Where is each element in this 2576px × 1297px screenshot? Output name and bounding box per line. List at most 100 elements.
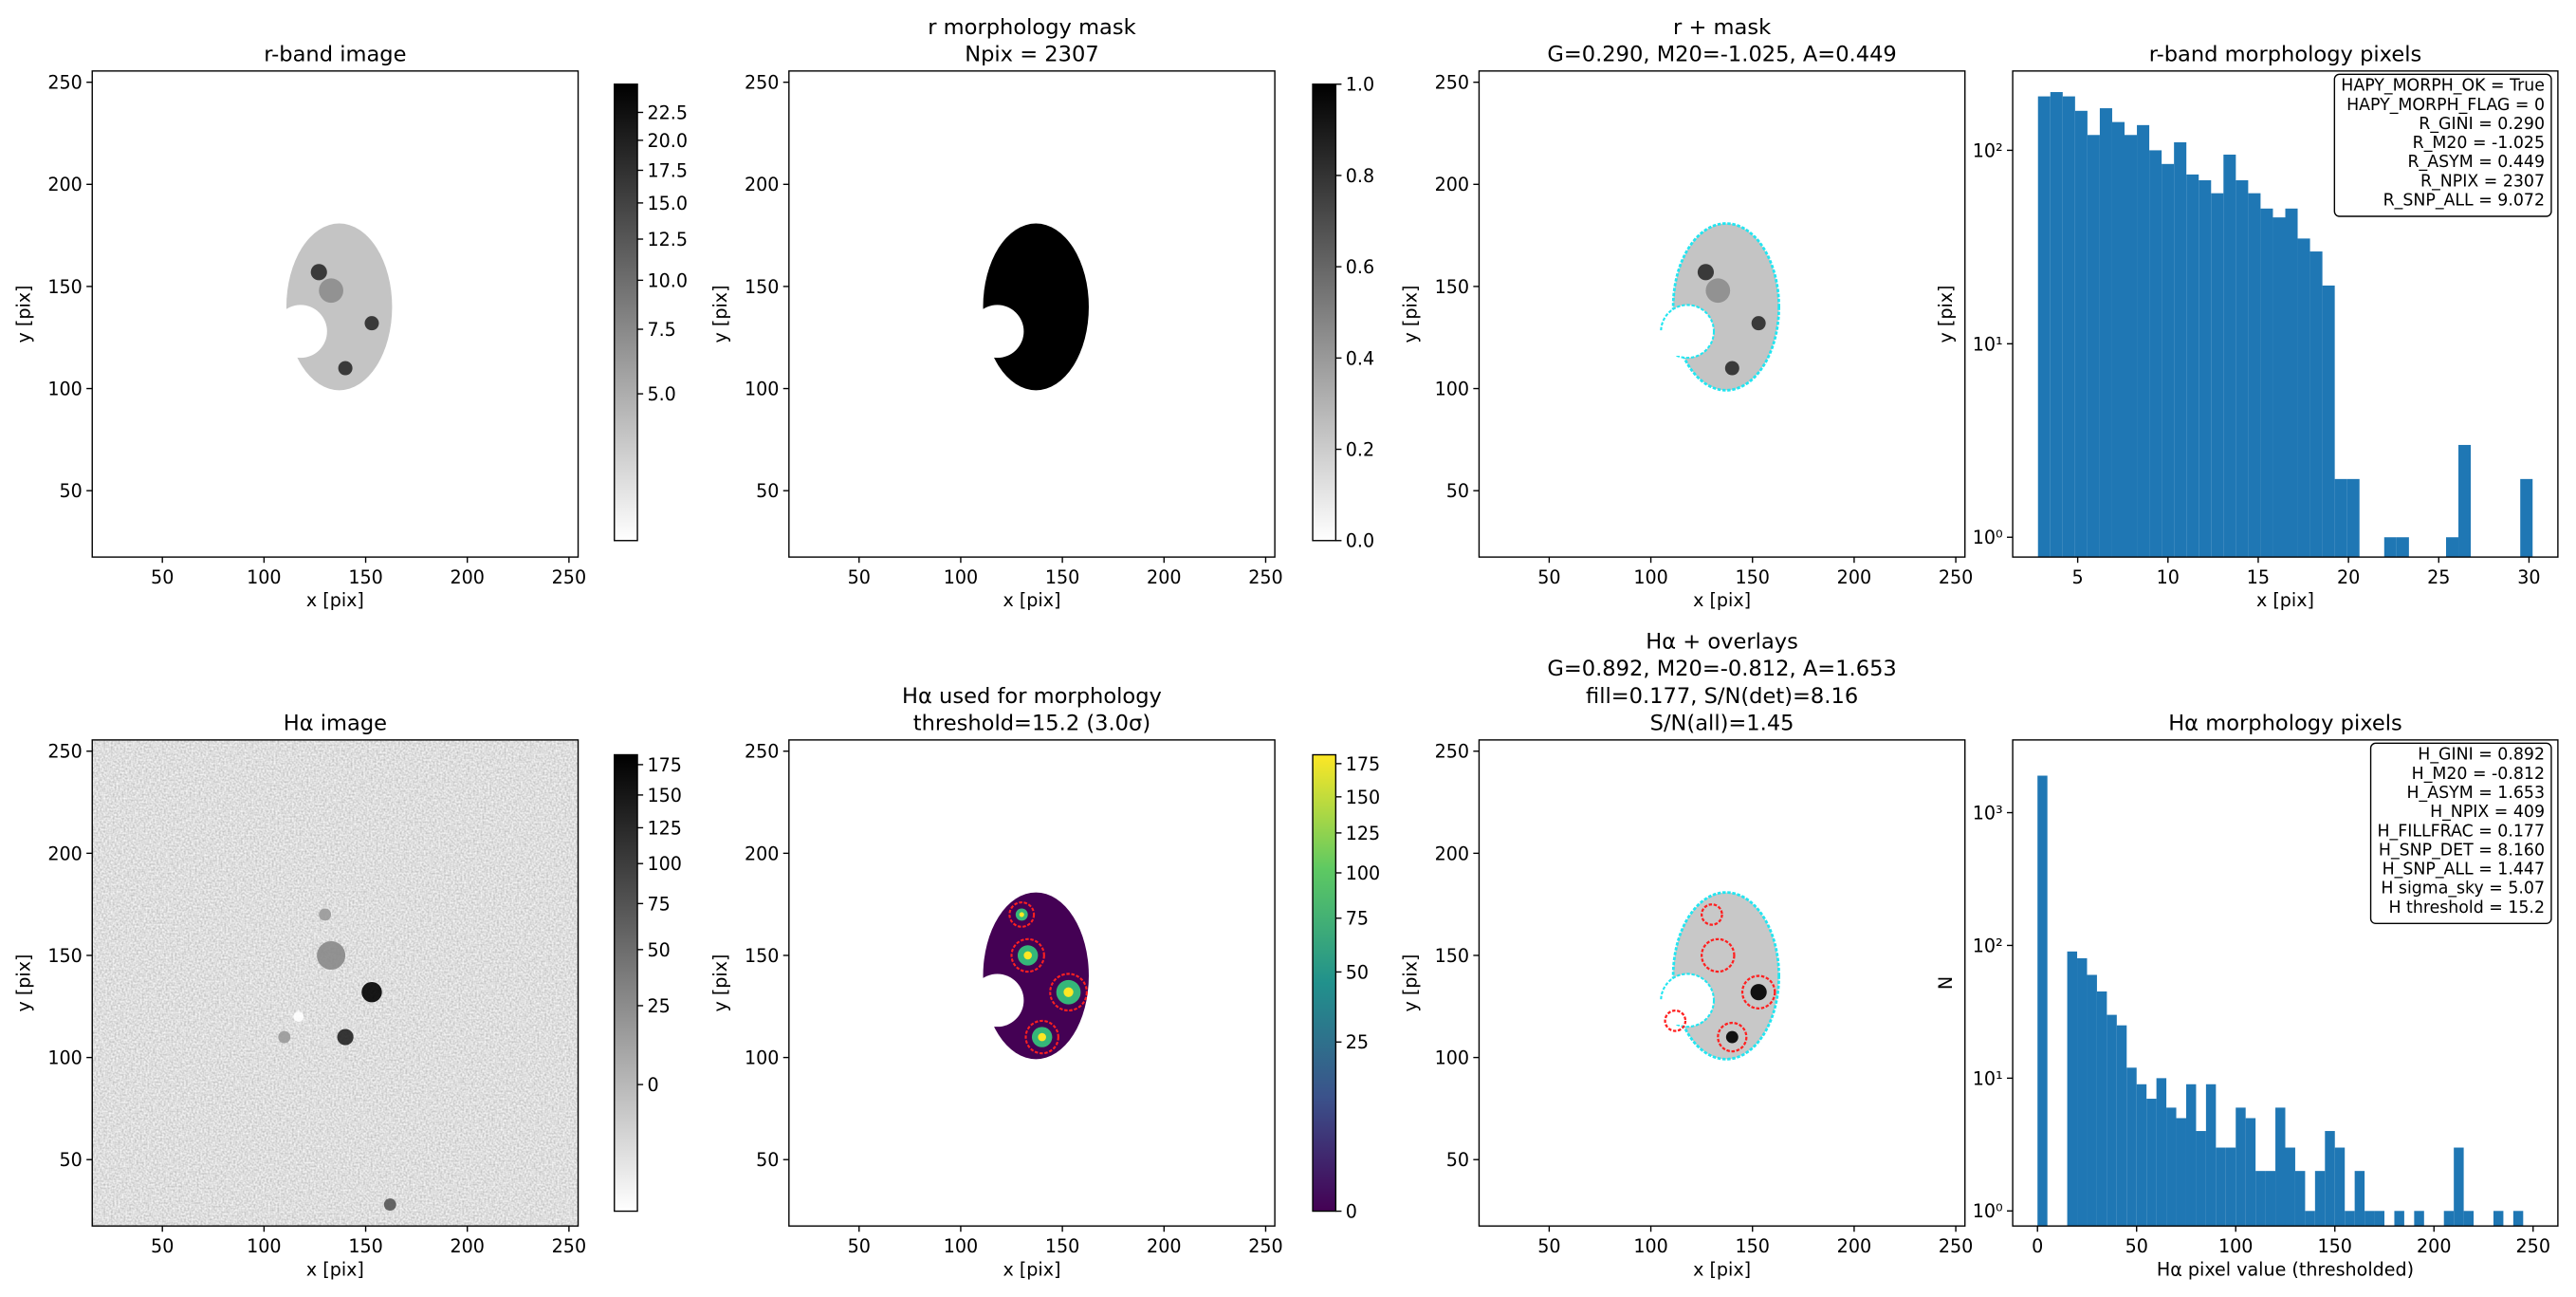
colorbar-tick-label: 125	[647, 817, 681, 839]
plot-area	[968, 892, 1089, 1060]
bar	[2285, 208, 2298, 558]
image-feature	[1725, 1030, 1739, 1044]
image-feature	[319, 278, 343, 304]
y-tick-label: 100	[745, 378, 779, 399]
y-tick-label: 150	[1435, 276, 1469, 298]
bar	[2116, 1025, 2127, 1227]
annotation-text: H_FILLFRAC = 0.177	[2378, 822, 2546, 841]
colorbar-tick-label: 17.5	[647, 159, 688, 181]
image-feature	[278, 1030, 291, 1044]
image-feature	[319, 908, 332, 921]
bar	[2325, 1131, 2335, 1227]
x-axis-label: x [pix]	[1693, 589, 1751, 611]
y-tick-label: 250	[1435, 741, 1469, 763]
bar	[2186, 174, 2199, 558]
colorbar-tick-label: 20.0	[647, 130, 688, 152]
bar	[2309, 251, 2323, 558]
colorbar-tick-label: 0.4	[1346, 347, 1374, 369]
colorbar-tick-label: 75	[647, 893, 670, 915]
annotation-text: H threshold = 15.2	[2388, 899, 2545, 917]
annotation-text: HAPY_MORPH_FLAG = 0	[2346, 96, 2545, 115]
y-tick-label: 250	[1435, 72, 1469, 94]
x-tick-label: 150	[1045, 1235, 1079, 1257]
bar	[2174, 141, 2187, 558]
image-feature	[1063, 987, 1074, 997]
bar	[2111, 121, 2125, 558]
panel: Hα image 0 25 50 75 100 125 150 175 50 100 150 200 25…	[12, 711, 682, 1280]
image-feature	[1740, 974, 1776, 1010]
x-tick-label: 100	[247, 1235, 281, 1257]
x-tick-label: 50	[151, 566, 174, 588]
y-axis-label: y [pix]	[12, 954, 34, 1012]
image-feature	[1750, 984, 1767, 1001]
y-tick-label: 250	[745, 72, 779, 94]
x-tick-label: 30	[2517, 566, 2540, 588]
bar	[2205, 1084, 2217, 1227]
bar	[2297, 238, 2310, 558]
image-feature	[1701, 937, 1736, 973]
x-tick-label: 25	[2427, 566, 2450, 588]
x-tick-label: 5	[2072, 566, 2084, 588]
image-feature	[1038, 1032, 1046, 1042]
bar	[2037, 96, 2051, 558]
y-tick-label: 100	[47, 378, 82, 399]
colorbar-tick-label: 75	[1346, 908, 1369, 930]
annotation-text: R_M20 = -1.025	[2413, 134, 2545, 153]
y-tick-label: 10³	[1973, 802, 2003, 824]
y-tick-label: 150	[47, 276, 82, 298]
x-tick-label: 200	[1147, 566, 1181, 588]
plot-area	[92, 739, 579, 1227]
image-feature	[1751, 316, 1766, 331]
y-tick-label: 10¹	[1973, 1067, 2003, 1089]
bar	[2087, 135, 2100, 558]
image-feature	[361, 981, 382, 1003]
x-tick-label: 50	[848, 1235, 871, 1257]
x-tick-label: 200	[1837, 1235, 1871, 1257]
bar	[2050, 92, 2063, 558]
bar	[2260, 208, 2273, 558]
bar	[2334, 478, 2347, 558]
y-axis-label: y [pix]	[1935, 285, 1957, 343]
bar	[2463, 1211, 2475, 1227]
image-feature	[1705, 278, 1731, 304]
bar	[2067, 951, 2078, 1227]
bar	[2314, 1171, 2326, 1227]
x-axis-label: x [pix]	[1003, 589, 1060, 611]
plot-area	[2037, 92, 2533, 558]
x-tick-label: 200	[450, 566, 484, 588]
chart-title: threshold=15.2 (3.0σ)	[913, 711, 1150, 735]
plot-area	[271, 223, 393, 391]
x-tick-label: 250	[2516, 1235, 2550, 1257]
bar	[2146, 1099, 2157, 1227]
axes-frame	[2012, 70, 2559, 558]
bar	[2126, 1067, 2137, 1227]
axes-frame	[91, 70, 580, 558]
y-tick-label: 200	[47, 843, 82, 864]
bar	[2374, 1211, 2385, 1227]
x-tick-label: 200	[2417, 1235, 2451, 1257]
image-feature	[1659, 331, 1688, 356]
image-feature	[317, 940, 346, 970]
colorbar	[1312, 83, 1337, 542]
x-tick-label: 50	[2125, 1235, 2148, 1257]
chart-title: fill=0.177, S/N(det)=8.16	[1586, 684, 1858, 709]
colorbar-tick-label: 25	[647, 995, 670, 1017]
x-tick-label: 250	[552, 566, 586, 588]
bar	[2414, 1211, 2424, 1227]
colorbar-tick-label: 125	[1346, 823, 1380, 844]
y-tick-label: 50	[1446, 1149, 1469, 1171]
x-tick-label: 15	[2247, 566, 2270, 588]
image-feature	[310, 264, 327, 281]
annotation-text: R_GINI = 0.290	[2419, 115, 2545, 134]
colorbar-tick-label: 0.6	[1346, 256, 1374, 278]
y-axis-label: y [pix]	[709, 954, 731, 1012]
y-tick-label: 250	[745, 741, 779, 763]
colorbar-tick-label: 175	[1346, 753, 1380, 775]
colorbar-tick-label: 5.0	[647, 383, 675, 405]
annotation-text: R_ASYM = 0.449	[2408, 153, 2546, 172]
x-tick-label: 200	[450, 1235, 484, 1257]
x-tick-label: 150	[348, 1235, 382, 1257]
y-tick-label: 10⁰	[1973, 1200, 2003, 1222]
